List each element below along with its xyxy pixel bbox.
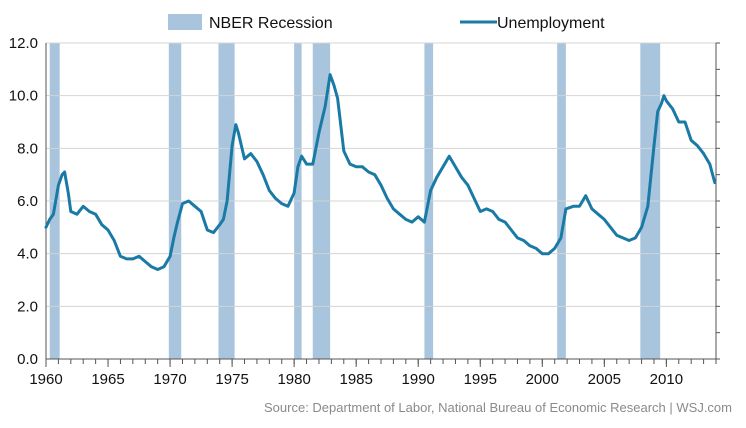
y-tick-label: 6.0 bbox=[17, 193, 38, 210]
y-tick-label: 8.0 bbox=[17, 140, 38, 157]
x-tick-label: 2010 bbox=[650, 371, 683, 388]
y-tick-label: 0.0 bbox=[17, 351, 38, 368]
x-tick-label: 1960 bbox=[29, 371, 62, 388]
x-tick-label: 1965 bbox=[91, 371, 124, 388]
x-tick-label: 2000 bbox=[526, 371, 559, 388]
series-line-unemployment bbox=[44, 73, 717, 271]
legend-swatch-recession bbox=[168, 14, 202, 30]
gridlines bbox=[46, 42, 716, 307]
y-tick-label: 4.0 bbox=[17, 246, 38, 263]
source-note: Source: Department of Labor, National Bu… bbox=[264, 400, 732, 415]
x-tick-label: 1970 bbox=[153, 371, 186, 388]
y-tick-label: 12.0 bbox=[9, 35, 38, 52]
x-tick-label: 1985 bbox=[339, 371, 372, 388]
y-tick-label: 10.0 bbox=[9, 88, 38, 105]
x-tick-label: 1980 bbox=[277, 371, 310, 388]
x-tick-label: 1995 bbox=[464, 371, 497, 388]
series bbox=[44, 73, 717, 271]
legend: NBER Recession Unemployment bbox=[168, 14, 605, 32]
y-tick-label: 2.0 bbox=[17, 298, 38, 315]
x-tick-label: 2005 bbox=[588, 371, 621, 388]
legend-label-unemployment: Unemployment bbox=[497, 15, 605, 32]
axes: 0.0 2.0 4.0 6.0 8.0 10.0 12.0 1960 1965 1970 1975 1… bbox=[9, 35, 720, 388]
x-tick-label: 1975 bbox=[215, 371, 248, 388]
legend-label-recession: NBER Recession bbox=[209, 15, 333, 32]
x-tick-label: 1990 bbox=[402, 371, 435, 388]
